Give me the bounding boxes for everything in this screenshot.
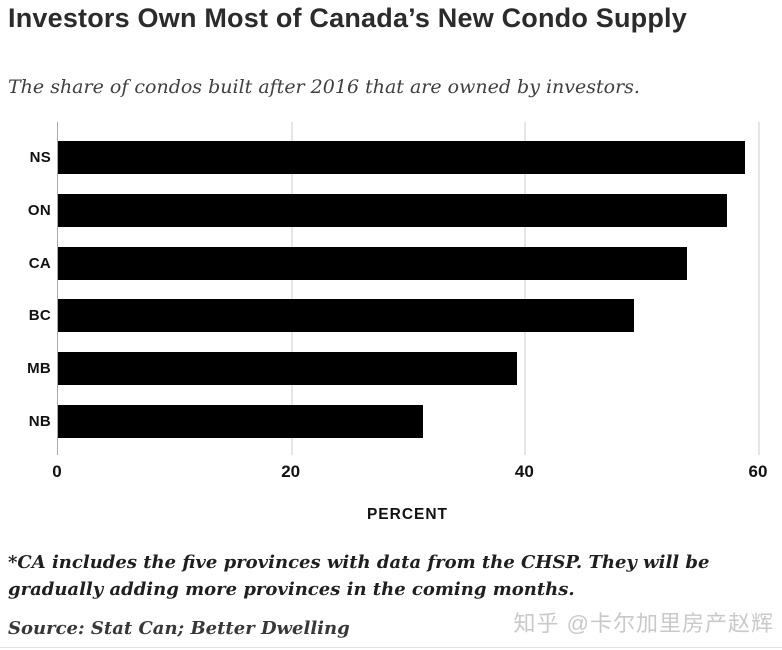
source-credit: Source: Stat Can; Better Dwelling xyxy=(8,618,350,639)
x-tick-label-20: 20 xyxy=(281,462,301,481)
bar-on xyxy=(58,194,728,227)
category-label-ca: CA xyxy=(28,254,51,272)
category-label-nb: NB xyxy=(28,412,51,430)
plot-area: NS ON CA BC MB NB xyxy=(27,122,775,455)
bar-nb xyxy=(58,404,423,438)
zhihu-watermark: 知乎 @卡尔加里房产赵辉 xyxy=(513,611,774,636)
x-axis-title: PERCENT xyxy=(366,506,449,523)
x-tick-label-60: 60 xyxy=(748,462,768,481)
x-tick-label-40: 40 xyxy=(514,462,534,481)
bar-bc xyxy=(58,299,634,333)
chart-title: Investors Own Most of Canada’s New Condo… xyxy=(8,3,687,33)
bar-mb xyxy=(58,352,518,386)
category-label-mb: MB xyxy=(27,360,51,378)
gridline-60 xyxy=(758,122,760,455)
bottom-divider xyxy=(0,647,782,648)
y-axis-line xyxy=(57,122,58,455)
x-tick-label-0: 0 xyxy=(52,462,62,481)
bar-ca xyxy=(58,246,687,280)
chart-subtitle: The share of condos built after 2016 tha… xyxy=(8,76,640,98)
gridline-40 xyxy=(524,122,527,455)
category-label-on: ON xyxy=(27,202,51,219)
bar-chart: NS ON CA BC MB NB PERCENT 0 20 40 60 xyxy=(0,112,782,532)
category-label-ns: NS xyxy=(29,149,51,167)
footnote: *CA includes the five provinces with dat… xyxy=(8,552,710,600)
category-label-bc: BC xyxy=(28,307,51,325)
bar-ns xyxy=(58,141,745,175)
gridline-20 xyxy=(290,122,293,455)
